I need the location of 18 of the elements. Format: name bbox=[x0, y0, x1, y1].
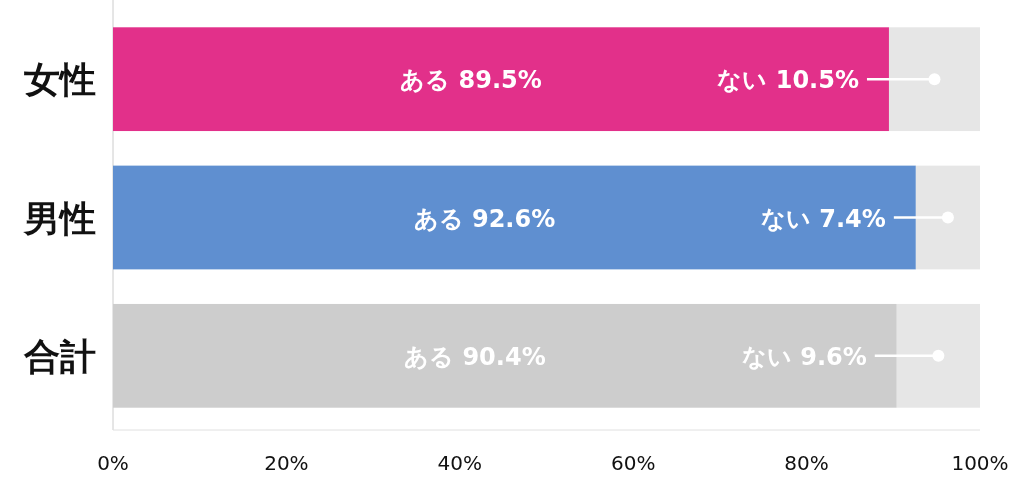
x-tick-label: 100% bbox=[951, 451, 1009, 475]
y-tick-label: 女性 bbox=[24, 59, 96, 101]
bar bbox=[915, 165, 980, 270]
data-label: ある 89.5% bbox=[400, 66, 542, 95]
x-tick-label: 80% bbox=[784, 451, 829, 475]
x-tick-label: 20% bbox=[264, 451, 309, 475]
bar bbox=[888, 27, 980, 132]
data-label: ない 10.5% bbox=[717, 66, 859, 95]
y-tick-label: 合計 bbox=[23, 335, 96, 377]
x-tick-label: 0% bbox=[97, 451, 129, 475]
x-tick-label: 60% bbox=[610, 451, 656, 475]
bar bbox=[896, 303, 980, 408]
data-label: ある 92.6% bbox=[413, 204, 556, 233]
bar bbox=[113, 27, 889, 132]
x-tick-label: 40% bbox=[437, 451, 483, 475]
bar bbox=[113, 165, 916, 270]
y-tick-label: 男性 bbox=[23, 197, 96, 239]
data-label: ない 7.4% bbox=[760, 204, 886, 233]
